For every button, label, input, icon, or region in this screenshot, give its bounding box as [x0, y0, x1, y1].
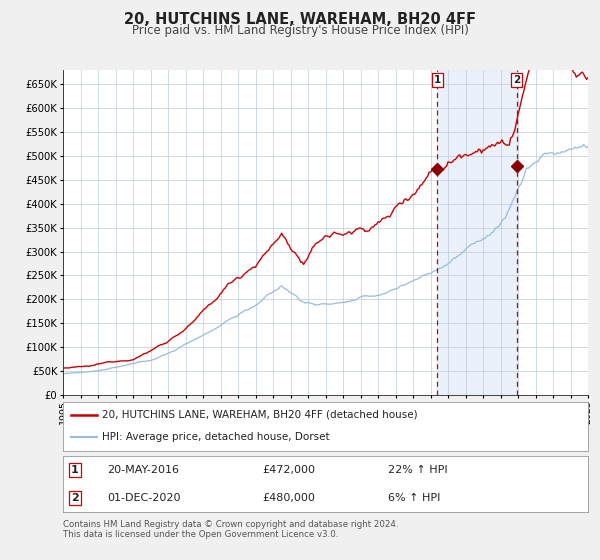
Text: 2: 2 [513, 75, 520, 85]
Text: 1: 1 [434, 75, 441, 85]
Text: HPI: Average price, detached house, Dorset: HPI: Average price, detached house, Dors… [103, 432, 330, 442]
Text: 20, HUTCHINS LANE, WAREHAM, BH20 4FF: 20, HUTCHINS LANE, WAREHAM, BH20 4FF [124, 12, 476, 27]
Text: £480,000: £480,000 [263, 493, 316, 503]
Text: 2: 2 [71, 493, 79, 503]
Text: £472,000: £472,000 [263, 465, 316, 475]
Text: 01-DEC-2020: 01-DEC-2020 [107, 493, 181, 503]
Text: 20, HUTCHINS LANE, WAREHAM, BH20 4FF (detached house): 20, HUTCHINS LANE, WAREHAM, BH20 4FF (de… [103, 410, 418, 420]
Bar [437, 70, 517, 395]
Text: 1: 1 [71, 465, 79, 475]
Text: 6% ↑ HPI: 6% ↑ HPI [389, 493, 441, 503]
Text: Contains HM Land Registry data © Crown copyright and database right 2024.
This d: Contains HM Land Registry data © Crown c… [63, 520, 398, 539]
Text: 20-MAY-2016: 20-MAY-2016 [107, 465, 179, 475]
Text: 22% ↑ HPI: 22% ↑ HPI [389, 465, 448, 475]
Text: Price paid vs. HM Land Registry's House Price Index (HPI): Price paid vs. HM Land Registry's House … [131, 24, 469, 36]
